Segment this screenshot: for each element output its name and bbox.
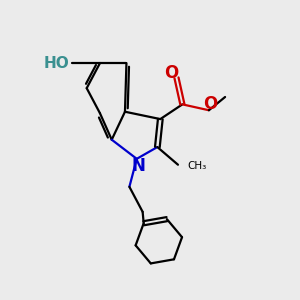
Text: O: O xyxy=(164,64,178,82)
Text: HO: HO xyxy=(44,56,70,70)
Text: CH₃: CH₃ xyxy=(188,161,207,171)
Text: O: O xyxy=(203,95,218,113)
Text: N: N xyxy=(131,157,145,175)
